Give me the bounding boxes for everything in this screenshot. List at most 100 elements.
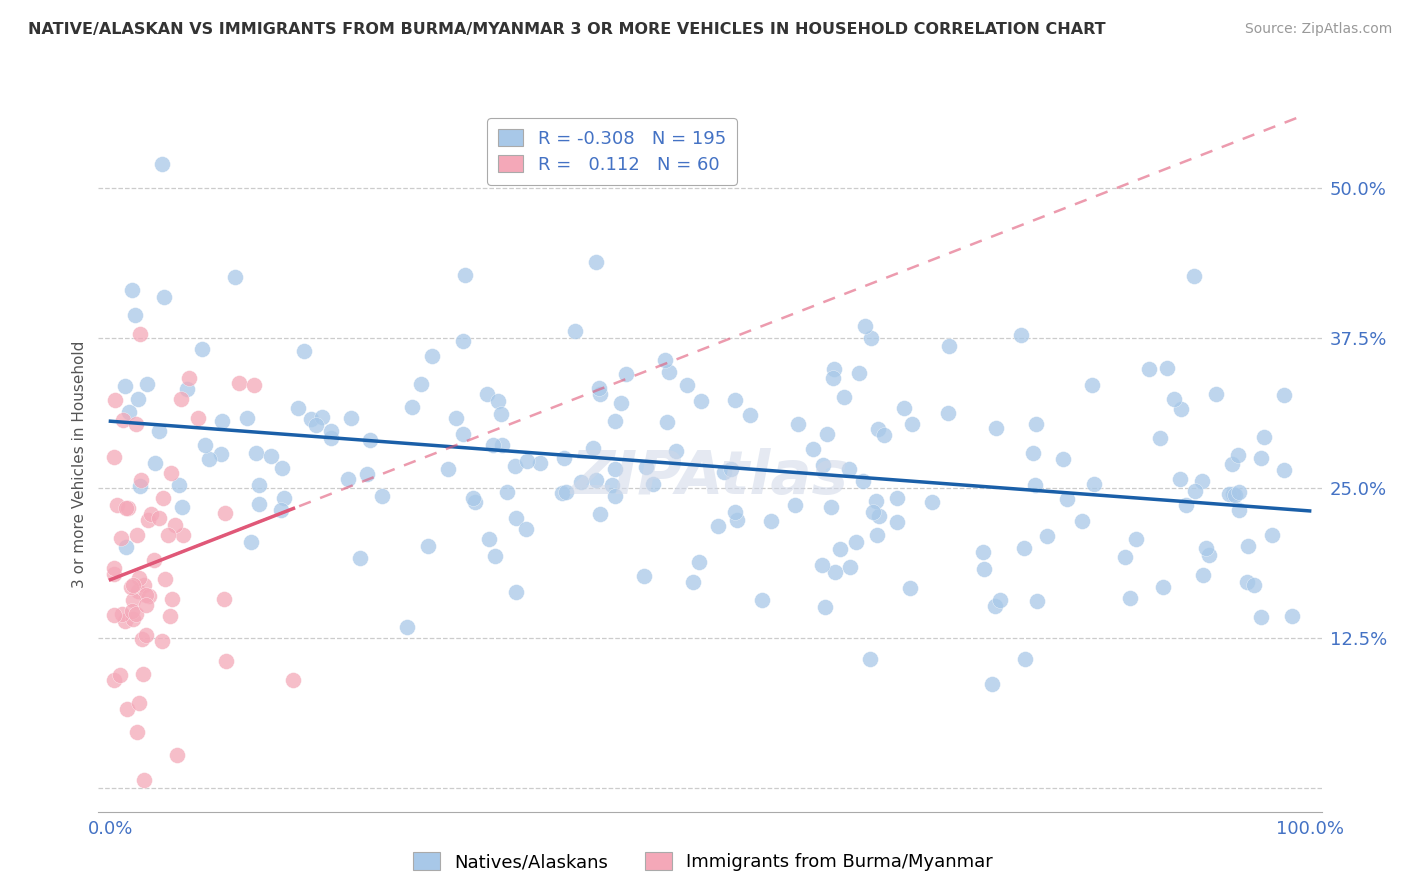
Point [132, 772, 155, 787]
Point [1083, 477, 1105, 491]
Point [886, 491, 908, 505]
Point [475, 387, 498, 401]
Point [1220, 458, 1243, 472]
Point [589, 507, 612, 521]
Point [247, 497, 270, 511]
Point [1170, 401, 1192, 416]
Point [356, 467, 378, 482]
Point [605, 462, 627, 476]
Point [859, 652, 882, 666]
Point [738, 409, 761, 423]
Point [588, 381, 610, 395]
Point [1168, 472, 1191, 486]
Point [582, 441, 605, 455]
Point [1281, 608, 1303, 623]
Point [143, 553, 166, 567]
Point [212, 592, 235, 607]
Point [1250, 609, 1272, 624]
Point [614, 368, 637, 382]
Point [172, 500, 194, 515]
Point [114, 378, 136, 392]
Point [936, 406, 959, 420]
Point [336, 472, 359, 486]
Point [115, 501, 138, 516]
Point [211, 447, 233, 461]
Point [706, 519, 728, 533]
Point [1191, 475, 1213, 489]
Point [236, 411, 259, 425]
Point [270, 460, 292, 475]
Point [125, 607, 148, 622]
Point [720, 462, 742, 476]
Point [152, 289, 174, 303]
Point [128, 571, 150, 585]
Point [299, 412, 322, 426]
Point [585, 473, 607, 487]
Point [243, 377, 266, 392]
Point [104, 392, 127, 407]
Point [214, 506, 236, 520]
Point [984, 421, 1007, 435]
Point [135, 377, 157, 392]
Point [938, 339, 960, 353]
Point [641, 476, 664, 491]
Point [1192, 568, 1215, 582]
Point [108, 668, 131, 682]
Point [724, 505, 747, 519]
Point [725, 513, 748, 527]
Point [127, 392, 149, 407]
Point [103, 607, 125, 622]
Point [437, 462, 460, 476]
Point [801, 442, 824, 456]
Point [1119, 591, 1142, 605]
Point [420, 349, 443, 363]
Point [132, 578, 155, 592]
Point [713, 465, 735, 479]
Point [416, 539, 439, 553]
Point [811, 558, 834, 573]
Point [973, 562, 995, 576]
Point [111, 607, 134, 622]
Point [224, 269, 246, 284]
Point [401, 400, 423, 414]
Point [125, 528, 148, 542]
Point [585, 255, 607, 269]
Y-axis label: 3 or more Vehicles in Household: 3 or more Vehicles in Household [72, 340, 87, 588]
Point [270, 503, 292, 517]
Point [1022, 445, 1045, 459]
Point [260, 450, 283, 464]
Point [860, 331, 883, 345]
Point [569, 475, 592, 489]
Point [489, 407, 512, 421]
Point [1156, 361, 1178, 376]
Point [636, 459, 658, 474]
Point [981, 676, 1004, 690]
Point [675, 377, 697, 392]
Point [873, 427, 896, 442]
Point [148, 511, 170, 525]
Point [1182, 268, 1205, 283]
Point [461, 491, 484, 505]
Point [1223, 487, 1246, 501]
Point [600, 478, 623, 492]
Point [505, 511, 527, 525]
Point [1184, 483, 1206, 498]
Point [588, 387, 610, 401]
Point [105, 498, 128, 512]
Point [228, 376, 250, 391]
Point [110, 531, 132, 545]
Point [167, 478, 190, 492]
Point [654, 352, 676, 367]
Point [292, 344, 315, 359]
Point [395, 620, 418, 634]
Point [121, 592, 143, 607]
Point [503, 459, 526, 474]
Point [1114, 549, 1136, 564]
Text: Source: ZipAtlas.com: Source: ZipAtlas.com [1244, 22, 1392, 37]
Legend: R = -0.308   N = 195, R =   0.112   N = 60: R = -0.308 N = 195, R = 0.112 N = 60 [488, 118, 737, 185]
Point [464, 495, 486, 509]
Point [478, 533, 501, 547]
Point [129, 473, 152, 487]
Point [153, 572, 176, 586]
Point [115, 701, 138, 715]
